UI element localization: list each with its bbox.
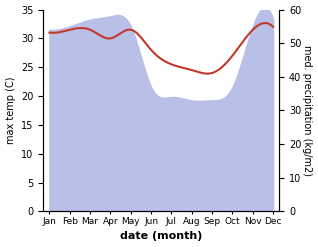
Y-axis label: med. precipitation (kg/m2): med. precipitation (kg/m2)	[302, 45, 313, 176]
Y-axis label: max temp (C): max temp (C)	[5, 77, 16, 144]
X-axis label: date (month): date (month)	[120, 231, 203, 242]
